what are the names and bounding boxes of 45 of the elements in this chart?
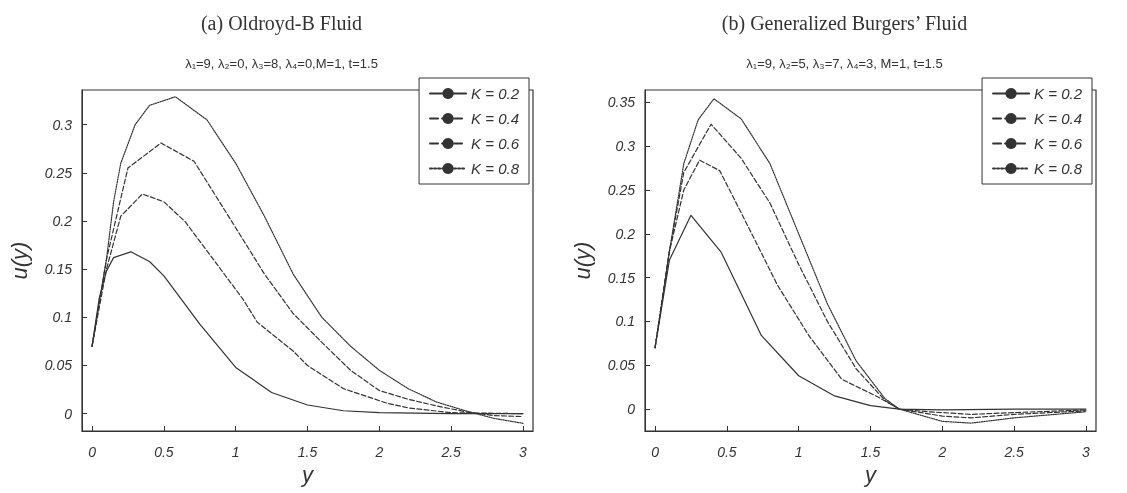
y-tick-label: 0.3 [52,116,73,133]
x-tick-label: 2.5 [440,444,462,460]
legend-label: K = 0.4 [1034,110,1082,127]
y-tick-label: 0 [627,401,636,418]
chart-title: (b) Generalized Burgers’ Fluid [721,12,968,35]
y-axis-title: u(y) [6,241,32,280]
y-tick-label: 0.05 [607,357,636,374]
y-tick-label: 0.15 [607,269,636,286]
x-tick-label: 3 [1082,444,1091,460]
x-tick-label: 2.5 [1003,444,1025,460]
y-tick-label: 0.2 [52,213,73,230]
x-axis-title: y [300,462,315,488]
y-tick-label: 0.2 [615,225,636,242]
y-tick-label: 0.35 [607,94,636,111]
y-tick-label: 0.3 [615,138,636,155]
y-tick-label: 0.25 [607,181,636,198]
legend-label: K = 0.2 [1034,85,1083,102]
y-tick-label: 0.15 [44,261,73,278]
x-tick-label: 0.5 [717,444,737,460]
y-tick-label: 0 [64,405,73,422]
legend-label: K = 0.6 [471,135,520,152]
x-tick-label: 0.5 [154,444,174,460]
x-tick-label: 1.5 [297,444,318,460]
chart-title: (a) Oldroyd-B Fluid [200,12,363,35]
x-tick-label: 1.5 [860,444,881,460]
x-tick-label: 3 [519,444,528,460]
x-axis-title: y [863,462,878,488]
legend-label: K = 0.4 [471,110,519,127]
y-tick-label: 0.1 [615,313,635,330]
x-tick-label: 2 [374,444,384,460]
chart-subtitle: λ₁=9, λ₂=5, λ₃=7, λ₄=3, M=1, t=1.5 [746,56,943,71]
x-tick-label: 1 [794,444,803,460]
y-tick-label: 0.05 [44,357,73,374]
x-tick-label: 0 [651,444,660,460]
legend-label: K = 0.8 [471,160,520,177]
x-tick-label: 1 [231,444,240,460]
y-tick-label: 0.1 [52,309,72,326]
legend-label: K = 0.8 [1034,160,1083,177]
legend-label: K = 0.6 [1034,135,1083,152]
legend-label: K = 0.2 [471,85,520,102]
y-tick-label: 0.25 [44,164,73,181]
x-tick-label: 2 [937,444,947,460]
chart-subtitle: λ₁=9, λ₂=0, λ₃=8, λ₄=0,M=1, t=1.5 [185,56,378,71]
x-tick-label: 0 [88,444,97,460]
y-axis-title: u(y) [569,241,595,280]
